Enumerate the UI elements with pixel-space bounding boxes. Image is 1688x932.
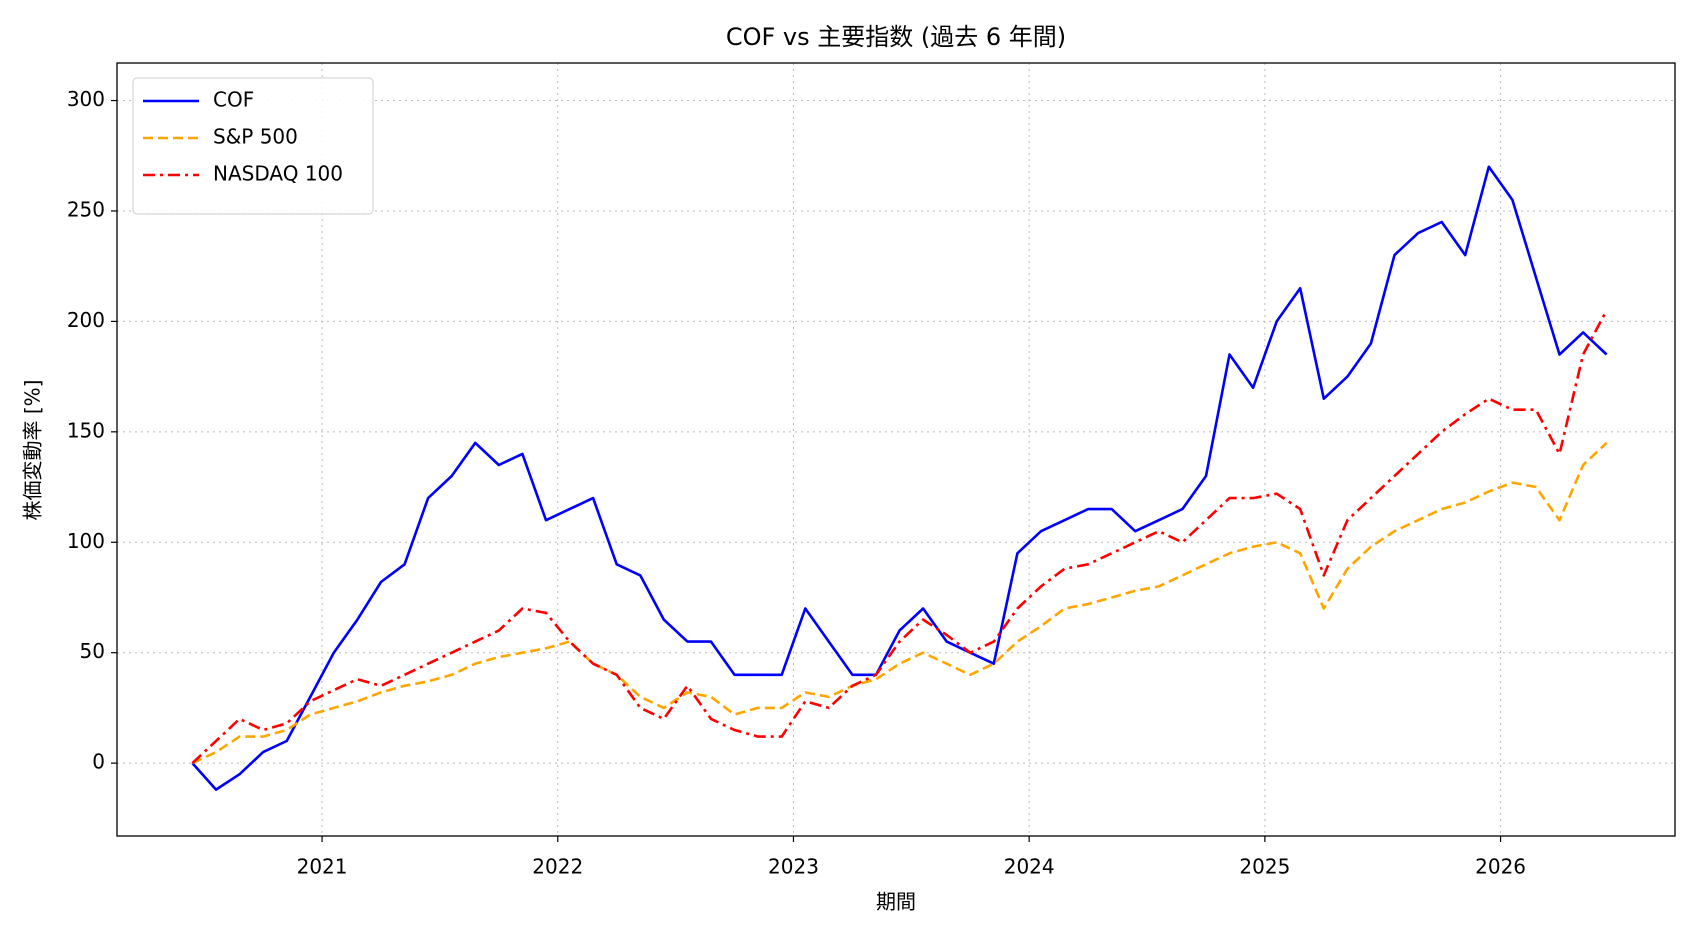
y-tick-label: 50 <box>80 639 105 663</box>
legend-box <box>132 77 374 215</box>
x-tick-label: 2025 <box>1239 855 1290 879</box>
x-tick-label: 2023 <box>768 855 819 879</box>
series-line <box>191 441 1608 765</box>
y-tick-label: 250 <box>67 197 105 221</box>
y-tick-label: 150 <box>67 418 105 442</box>
legend-label: COF <box>213 88 254 112</box>
series-line <box>191 165 1608 791</box>
y-tick-label: 200 <box>67 308 105 332</box>
x-tick-label: 2021 <box>297 855 348 879</box>
y-tick-label: 100 <box>67 529 105 553</box>
chart-title: COF vs 主要指数 (過去 6 年間) <box>726 23 1066 51</box>
y-axis-label: 株価変動率 [%] <box>21 380 45 521</box>
y-tick-label: 0 <box>92 750 105 774</box>
plot-frame <box>116 62 1676 837</box>
x-axis-label: 期間 <box>876 890 916 914</box>
series-line <box>191 309 1608 765</box>
legend-label: NASDAQ 100 <box>213 162 343 186</box>
x-tick-label: 2024 <box>1004 855 1055 879</box>
y-tick-label: 300 <box>67 87 105 111</box>
x-tick-label: 2022 <box>532 855 583 879</box>
legend-label: S&P 500 <box>213 125 298 149</box>
x-tick-label: 2026 <box>1475 855 1526 879</box>
